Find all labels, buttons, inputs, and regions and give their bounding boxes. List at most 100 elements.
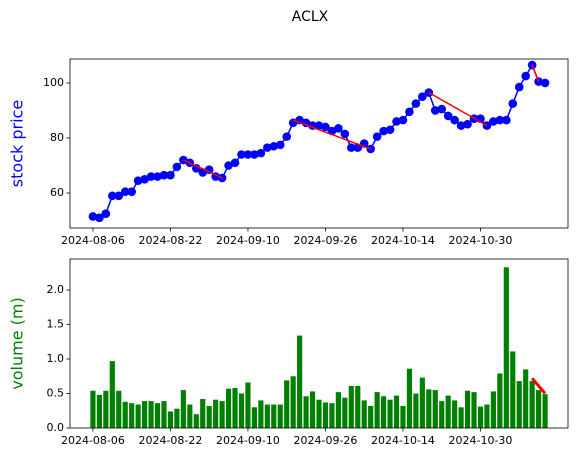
point-marker: [321, 122, 330, 132]
point-marker: [398, 115, 408, 125]
bar: [161, 401, 167, 428]
bar: [374, 392, 380, 428]
point-marker: [379, 126, 388, 136]
bar: [335, 392, 341, 428]
bar: [445, 395, 451, 428]
point-marker: [172, 162, 182, 172]
point-marker: [424, 88, 434, 97]
point-marker: [263, 143, 272, 152]
bar: [439, 401, 445, 428]
point-marker: [340, 129, 350, 139]
point-marker: [314, 121, 324, 130]
bar: [381, 396, 387, 428]
bar: [213, 399, 219, 428]
y-tick-label: 0.5: [47, 387, 65, 400]
point-marker: [159, 170, 169, 180]
point-marker: [385, 125, 395, 135]
bar: [510, 351, 516, 428]
bar: [432, 390, 438, 428]
bar: [471, 392, 477, 428]
x-tick-label: 2024-10-14: [371, 434, 435, 447]
y-tick-label: 1.0: [47, 352, 65, 365]
bar: [187, 404, 193, 428]
point-marker: [392, 117, 401, 126]
bar: [387, 399, 393, 428]
bar: [167, 411, 174, 428]
point-marker: [166, 170, 175, 180]
point-marker: [127, 187, 136, 196]
bar: [484, 404, 490, 428]
point-marker: [437, 104, 447, 114]
bar: [290, 376, 296, 428]
bar: [368, 405, 374, 428]
series-line: [92, 64, 546, 219]
bar: [426, 389, 432, 428]
bar: [103, 390, 109, 428]
bar: [116, 390, 122, 428]
bar: [490, 391, 496, 428]
bar: [516, 381, 522, 428]
bar: [400, 405, 406, 428]
plot-area: [88, 60, 550, 223]
x-tick-label: 2024-10-14: [371, 234, 435, 247]
point-marker: [346, 143, 356, 152]
point-marker: [540, 78, 550, 88]
point-marker: [88, 212, 98, 221]
point-marker: [521, 71, 530, 81]
bar: [129, 403, 135, 428]
bar: [503, 267, 509, 428]
x-tick-label: 2024-08-06: [61, 434, 125, 447]
bar: [348, 385, 354, 428]
bar: [264, 404, 270, 428]
axes-frame: [69, 58, 569, 229]
bar: [90, 390, 96, 428]
bar: [245, 382, 251, 428]
point-marker: [405, 107, 414, 117]
x-tick-label: 2024-08-22: [138, 434, 202, 447]
plot-area: [90, 267, 548, 428]
point-marker: [534, 77, 543, 86]
bar: [452, 400, 458, 428]
y-tick-label: 0.0: [47, 421, 65, 434]
point-marker: [527, 60, 537, 70]
y-tick-label: 60: [50, 186, 64, 199]
bar: [393, 395, 400, 428]
bar: [342, 397, 348, 428]
bar: [309, 391, 316, 428]
bar: [271, 404, 277, 428]
y-tick-label: 2.0: [47, 283, 65, 296]
bar: [464, 390, 471, 428]
point-marker: [443, 111, 453, 121]
point-marker: [411, 99, 421, 108]
bar: [413, 393, 419, 428]
point-marker: [243, 150, 253, 159]
x-tick-label: 2024-09-10: [216, 234, 280, 247]
point-marker: [217, 173, 227, 183]
point-marker: [146, 172, 156, 181]
x-tick-label: 2024-08-22: [138, 234, 202, 247]
point-marker: [133, 176, 143, 185]
bar: [96, 394, 102, 428]
bar: [458, 407, 464, 428]
bar: [219, 401, 225, 428]
bar: [361, 400, 367, 428]
point-marker: [514, 82, 524, 92]
y-tick-label: 80: [50, 131, 64, 144]
bar: [225, 388, 232, 428]
y-axis-label: volume (m): [8, 297, 27, 389]
bar: [297, 335, 303, 428]
point-marker: [191, 163, 201, 173]
bar: [284, 380, 290, 428]
bar: [529, 381, 535, 428]
point-marker: [224, 161, 233, 170]
point-marker: [450, 115, 459, 125]
point-marker: [463, 119, 472, 129]
bar: [322, 402, 329, 428]
bar: [193, 414, 199, 428]
bar: [238, 393, 245, 428]
bar: [174, 408, 180, 428]
bar: [200, 399, 206, 428]
axes-frame: [69, 258, 569, 429]
point-marker: [456, 121, 466, 130]
